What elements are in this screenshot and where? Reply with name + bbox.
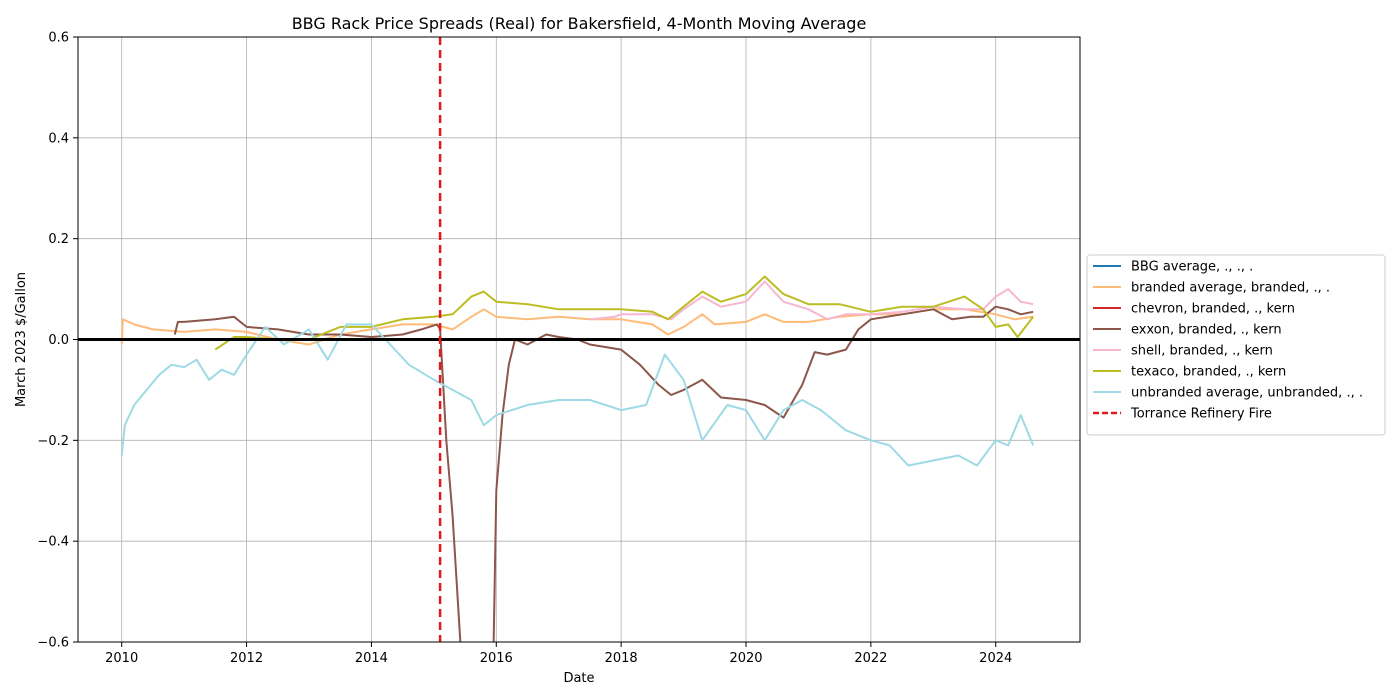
y-tick-label: 0.4 [48,131,69,146]
legend-label: shell, branded, ., kern [1131,344,1273,359]
y-tick-label: 0.0 [48,333,69,348]
legend-label: texaco, branded, ., kern [1131,365,1286,380]
y-tick-label: −0.6 [37,636,69,651]
y-tick-label: 0.6 [48,31,69,46]
x-tick-label: 2010 [105,651,138,666]
y-tick-label: −0.2 [37,434,69,449]
x-tick-label: 2022 [854,651,887,666]
x-tick-label: 2018 [605,651,638,666]
x-tick-label: 2024 [979,651,1012,666]
overlay-lines [78,37,1080,642]
legend-label: unbranded average, unbranded, ., . [1131,386,1363,401]
legend-label: chevron, branded, ., kern [1131,302,1295,317]
y-axis-label: March 2023 $/Gallon [14,272,29,407]
x-tick-label: 2012 [230,651,263,666]
x-tick-label: 2014 [355,651,388,666]
axis-ticks: 2010 2012 2014 2016 2018 2020 2022 2024 −0.6 −0.4… [37,31,1012,667]
legend-label: exxon, branded, ., kern [1131,323,1282,338]
legend-label: branded average, branded, ., . [1131,281,1330,296]
series-line-6 [120,323,1035,467]
legend-label: Torrance Refinery Fire [1130,407,1272,422]
x-axis-label: Date [563,671,594,686]
x-tick-label: 2016 [480,651,513,666]
legend: BBG average, ., ., . branded average, bra… [1086,254,1386,436]
chart-title: BBG Rack Price Spreads (Real) for Bakers… [292,14,867,33]
y-tick-label: 0.2 [48,232,69,247]
y-tick-label: −0.4 [37,535,69,550]
legend-label: BBG average, ., ., . [1131,260,1253,275]
legend-box [1086,254,1386,436]
series-line-5 [214,275,1034,351]
x-tick-label: 2020 [729,651,762,666]
